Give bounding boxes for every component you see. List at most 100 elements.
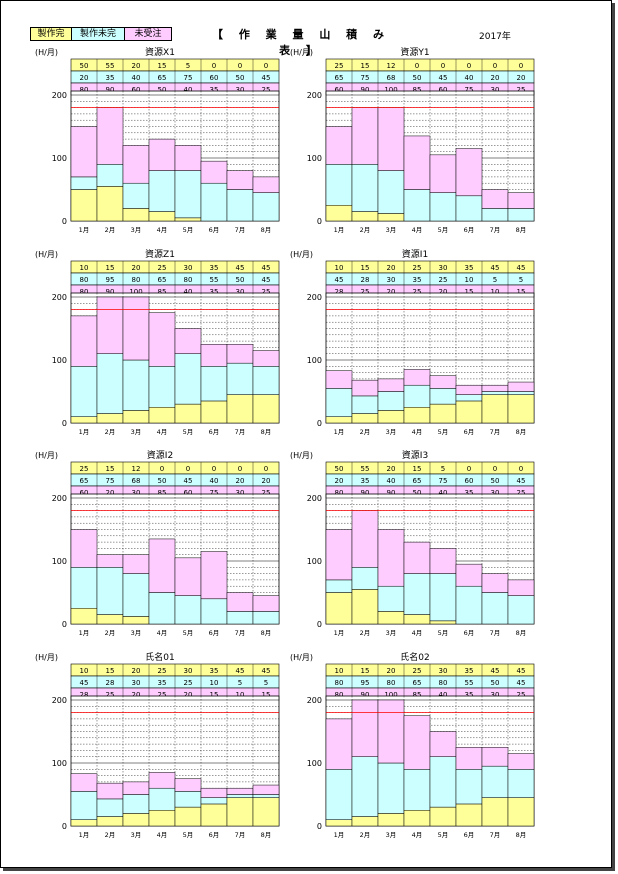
table-value: 30 (236, 288, 245, 296)
table-value: 20 (517, 74, 526, 82)
bar-segment (70, 567, 98, 609)
bar-segment (174, 170, 202, 219)
table-value: 75 (184, 74, 193, 82)
bar-segment (429, 388, 457, 405)
x-tick-label: 7月 (490, 831, 501, 839)
table-value: 75 (439, 477, 448, 485)
table-value: 68 (387, 74, 396, 82)
bar-segment (174, 145, 202, 171)
table-value: 20 (132, 62, 141, 70)
table-value: 45 (517, 679, 526, 687)
table-value: 0 (238, 62, 242, 70)
bar-segment (455, 384, 483, 395)
x-tick-label: 4月 (412, 226, 423, 234)
x-tick-label: 8月 (261, 629, 272, 637)
table-value: 0 (467, 465, 471, 473)
bar-segment (507, 753, 535, 770)
table-value: 25 (262, 489, 271, 497)
table-value: 20 (132, 667, 141, 675)
table-value: 65 (80, 477, 89, 485)
x-tick-label: 8月 (516, 831, 527, 839)
table-value: 10 (80, 264, 89, 272)
table-value: 25 (517, 86, 526, 94)
bar-segment (325, 205, 353, 222)
y-tick-label: 0 (62, 822, 67, 831)
table-value: 25 (361, 288, 370, 296)
bar-segment (226, 797, 254, 827)
y-unit-label: (H/月) (290, 653, 313, 662)
table-value: 80 (184, 276, 193, 284)
table-value: 55 (210, 276, 219, 284)
bar-segment (507, 797, 535, 827)
table-value: 0 (160, 465, 164, 473)
table-value: 15 (517, 288, 526, 296)
table-value: 10 (335, 264, 344, 272)
table-value: 25 (80, 465, 89, 473)
table-value: 15 (106, 667, 115, 675)
table-value: 65 (335, 74, 344, 82)
bar-segment (252, 192, 280, 222)
bar-segment (403, 573, 431, 615)
bar-segment (481, 573, 509, 593)
chart-panel: 資源I2 (H/月) 25 15 12 0 0 0 0 0 65 75 68 50 45 40 20 20 60 20… (35, 448, 285, 643)
chart-panel: 氏名02 (H/月) 10 15 20 25 30 35 45 45 80 95 80 65 80 55 50 4… (290, 650, 540, 845)
bar-segment (200, 797, 228, 805)
bar-segment (122, 616, 150, 625)
table-value: 80 (132, 276, 141, 284)
table-value: 0 (467, 62, 471, 70)
bar-segment (96, 614, 124, 625)
table-value: 65 (158, 74, 167, 82)
bar-segment (455, 195, 483, 222)
bar-segment (403, 541, 431, 574)
x-tick-label: 4月 (157, 629, 168, 637)
bar-segment (122, 410, 150, 424)
table-value: 10 (465, 276, 474, 284)
table-value: 20 (132, 691, 141, 699)
x-tick-label: 7月 (235, 226, 246, 234)
bar-segment (96, 413, 124, 424)
bar-segment (455, 803, 483, 827)
bar-segment (377, 213, 405, 222)
x-tick-label: 1月 (334, 428, 345, 436)
table-value: 10 (491, 288, 500, 296)
bar-segment (507, 391, 535, 395)
x-tick-label: 3月 (131, 226, 142, 234)
bar-segment (351, 395, 379, 414)
table-value: 35 (158, 679, 167, 687)
table-value: 55 (361, 465, 370, 473)
bar-segment (70, 126, 98, 178)
table-value: 45 (236, 667, 245, 675)
x-tick-label: 1月 (334, 831, 345, 839)
bar-segment (148, 170, 176, 212)
bar-segment (122, 359, 150, 411)
y-tick-label: 0 (62, 620, 67, 629)
x-tick-label: 6月 (464, 428, 475, 436)
table-value: 35 (210, 667, 219, 675)
bar-segment (96, 816, 124, 827)
chart-svg: 10 15 20 25 30 35 45 45 45 28 30 35 25 10 5 5 28 25 20 25 20… (52, 663, 280, 839)
table-value: 40 (387, 477, 396, 485)
table-value: 50 (491, 679, 500, 687)
table-value: 80 (387, 679, 396, 687)
bar-segment (148, 138, 176, 171)
table-value: 90 (361, 86, 370, 94)
bar-segment (377, 813, 405, 827)
table-value: 15 (106, 264, 115, 272)
bar-segment (96, 353, 124, 414)
bar-segment (403, 407, 431, 424)
table-value: 80 (439, 679, 448, 687)
bar-segment (351, 164, 379, 212)
chart-title: 資源I1 (401, 250, 429, 260)
table-value: 10 (80, 667, 89, 675)
x-tick-label: 2月 (360, 831, 371, 839)
table-value: 100 (384, 691, 397, 699)
chart-title: 資源I2 (146, 451, 174, 461)
x-tick-label: 5月 (438, 629, 449, 637)
table-value: 55 (106, 62, 115, 70)
bar-segment (226, 189, 254, 222)
bar-segment (174, 557, 202, 596)
table-value: 90 (106, 288, 115, 296)
table-value: 30 (184, 264, 193, 272)
table-value: 0 (519, 62, 523, 70)
table-value: 12 (132, 465, 141, 473)
